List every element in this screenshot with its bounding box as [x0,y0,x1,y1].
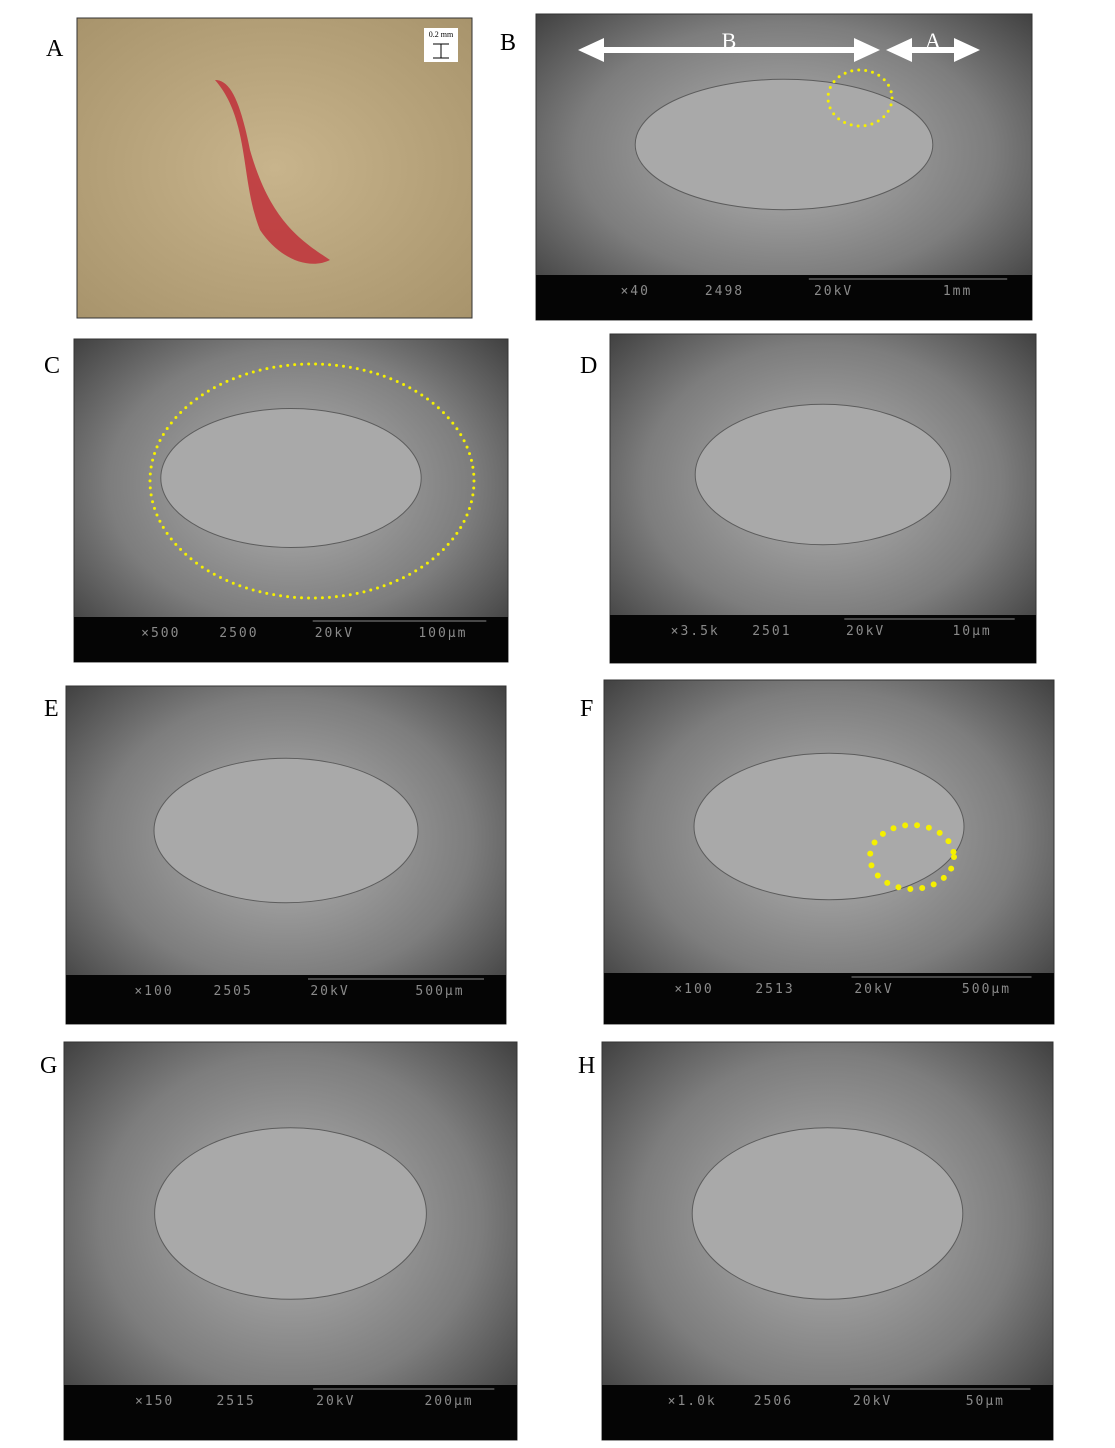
info-text: ×500 [141,626,180,641]
specimen [153,757,419,904]
info-text: 2515 [216,1394,255,1409]
arrow-label: B [722,28,737,53]
specimen [215,80,330,264]
info-text: 2501 [752,624,791,639]
info-text: 20kV [310,984,349,999]
panel-label: G [40,1053,57,1079]
info-text: ×1.0k [668,1394,717,1409]
info-text: 10µm [952,624,991,639]
info-text: 100µm [418,626,467,641]
highlight-circle [826,68,894,128]
info-text: 20kV [853,1394,892,1409]
info-text: 20kV [846,624,885,639]
info-bar [74,617,508,662]
info-bar [602,1385,1053,1440]
info-text: 20kV [854,982,893,997]
scale-bar [433,43,449,59]
info-text: 50µm [966,1394,1005,1409]
info-bar [64,1385,517,1440]
info-bar [610,615,1036,663]
info-text: 2513 [755,982,794,997]
info-text: 2500 [219,626,258,641]
info-bar [536,275,1032,320]
info-bar [66,975,506,1024]
info-text: 2506 [754,1394,793,1409]
info-text: 1mm [943,284,972,299]
info-text: 20kV [814,284,853,299]
info-text: 500µm [415,984,464,999]
highlight-circle [148,362,476,600]
specimen [694,403,952,546]
info-text: ×40 [620,284,649,299]
scale-text: 0.2 mm [429,30,454,39]
specimen [160,408,422,548]
panel-label: C [44,353,60,379]
specimen [634,78,934,211]
info-text: 2505 [214,984,253,999]
info-text: 20kV [316,1394,355,1409]
info-text: 500µm [962,982,1011,997]
panel-label: E [44,696,59,722]
info-text: ×100 [674,982,713,997]
panel-image [76,17,473,319]
arrow-label: A [925,28,941,53]
arrow [578,38,880,62]
specimen [693,752,965,901]
panel-label: D [580,353,597,379]
panel-label: H [578,1053,595,1079]
info-text: ×150 [135,1394,174,1409]
info-bar [604,973,1054,1024]
specimen [154,1127,427,1300]
info-text: ×3.5k [671,624,720,639]
info-text: 20kV [315,626,354,641]
info-text: 200µm [424,1394,473,1409]
arrow [886,38,980,62]
panel-label: F [580,696,593,722]
panel-label: B [500,30,516,56]
highlight-circle [867,822,957,892]
info-text: ×100 [134,984,173,999]
specimen [691,1127,964,1300]
panel-label: A [46,36,64,62]
info-text: 2498 [705,284,744,299]
